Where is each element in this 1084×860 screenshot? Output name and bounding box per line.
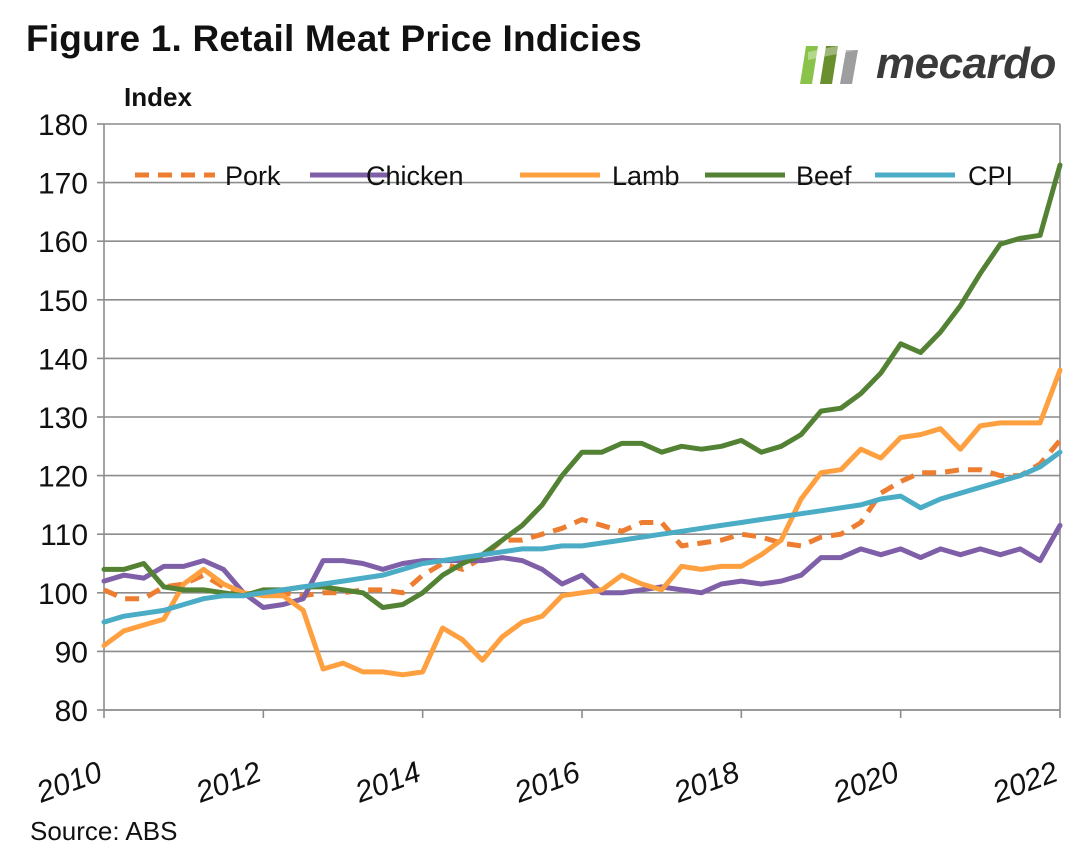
y-tick-label: 110 [40, 519, 88, 552]
x-tick-label: 2022 [987, 755, 1062, 809]
legend-label-pork: Pork [225, 161, 281, 191]
x-tick-label: 2016 [509, 755, 584, 809]
mecardo-logo-icon [800, 40, 866, 84]
legend-label-cpi: CPI [968, 161, 1013, 191]
y-tick-label: 90 [55, 636, 88, 669]
y-tick-label: 140 [38, 343, 88, 376]
x-tick-label: 2010 [31, 755, 106, 809]
grid-lines [104, 123, 1060, 711]
series-line-cpi [101, 449, 1063, 625]
y-tick-label: 180 [38, 109, 88, 142]
x-tick-label: 2020 [828, 755, 903, 809]
x-tick-label: 2012 [191, 755, 266, 809]
legend-label-beef: Beef [796, 161, 852, 191]
x-tick-label: 2014 [350, 756, 425, 810]
mecardo-logo-text: mecardo [876, 39, 1056, 88]
y-tick-label: 120 [38, 461, 88, 494]
legend-label-chicken: Chicken [366, 161, 464, 191]
source-note: Source: ABS [30, 816, 178, 846]
y-tick-label: 130 [38, 402, 88, 435]
y-tick-label: 160 [38, 226, 88, 259]
series-line-beef [101, 162, 1063, 610]
series-lines [101, 162, 1063, 678]
y-axis-ticks: 80 90 100 110 120 130 140 150 160 170 180 [38, 109, 104, 728]
legend-label-lamb: Lamb [612, 161, 680, 191]
y-axis-label: Index [124, 82, 192, 112]
x-tick-label: 2018 [669, 755, 744, 809]
legend: Pork Chicken Lamb Beef CPI [135, 161, 1013, 191]
y-tick-label: 100 [38, 578, 88, 611]
y-tick-label: 80 [55, 695, 88, 728]
chart-title: Figure 1. Retail Meat Price Indicies [26, 18, 642, 59]
x-axis-ticks: 2010 2012 2014 2016 2018 2020 2022 [31, 710, 1063, 810]
series-line-lamb [101, 367, 1063, 678]
y-tick-label: 150 [38, 285, 88, 318]
y-tick-label: 170 [38, 168, 88, 201]
series-line-chicken [101, 522, 1063, 610]
mecardo-logo: mecardo [800, 36, 1056, 92]
